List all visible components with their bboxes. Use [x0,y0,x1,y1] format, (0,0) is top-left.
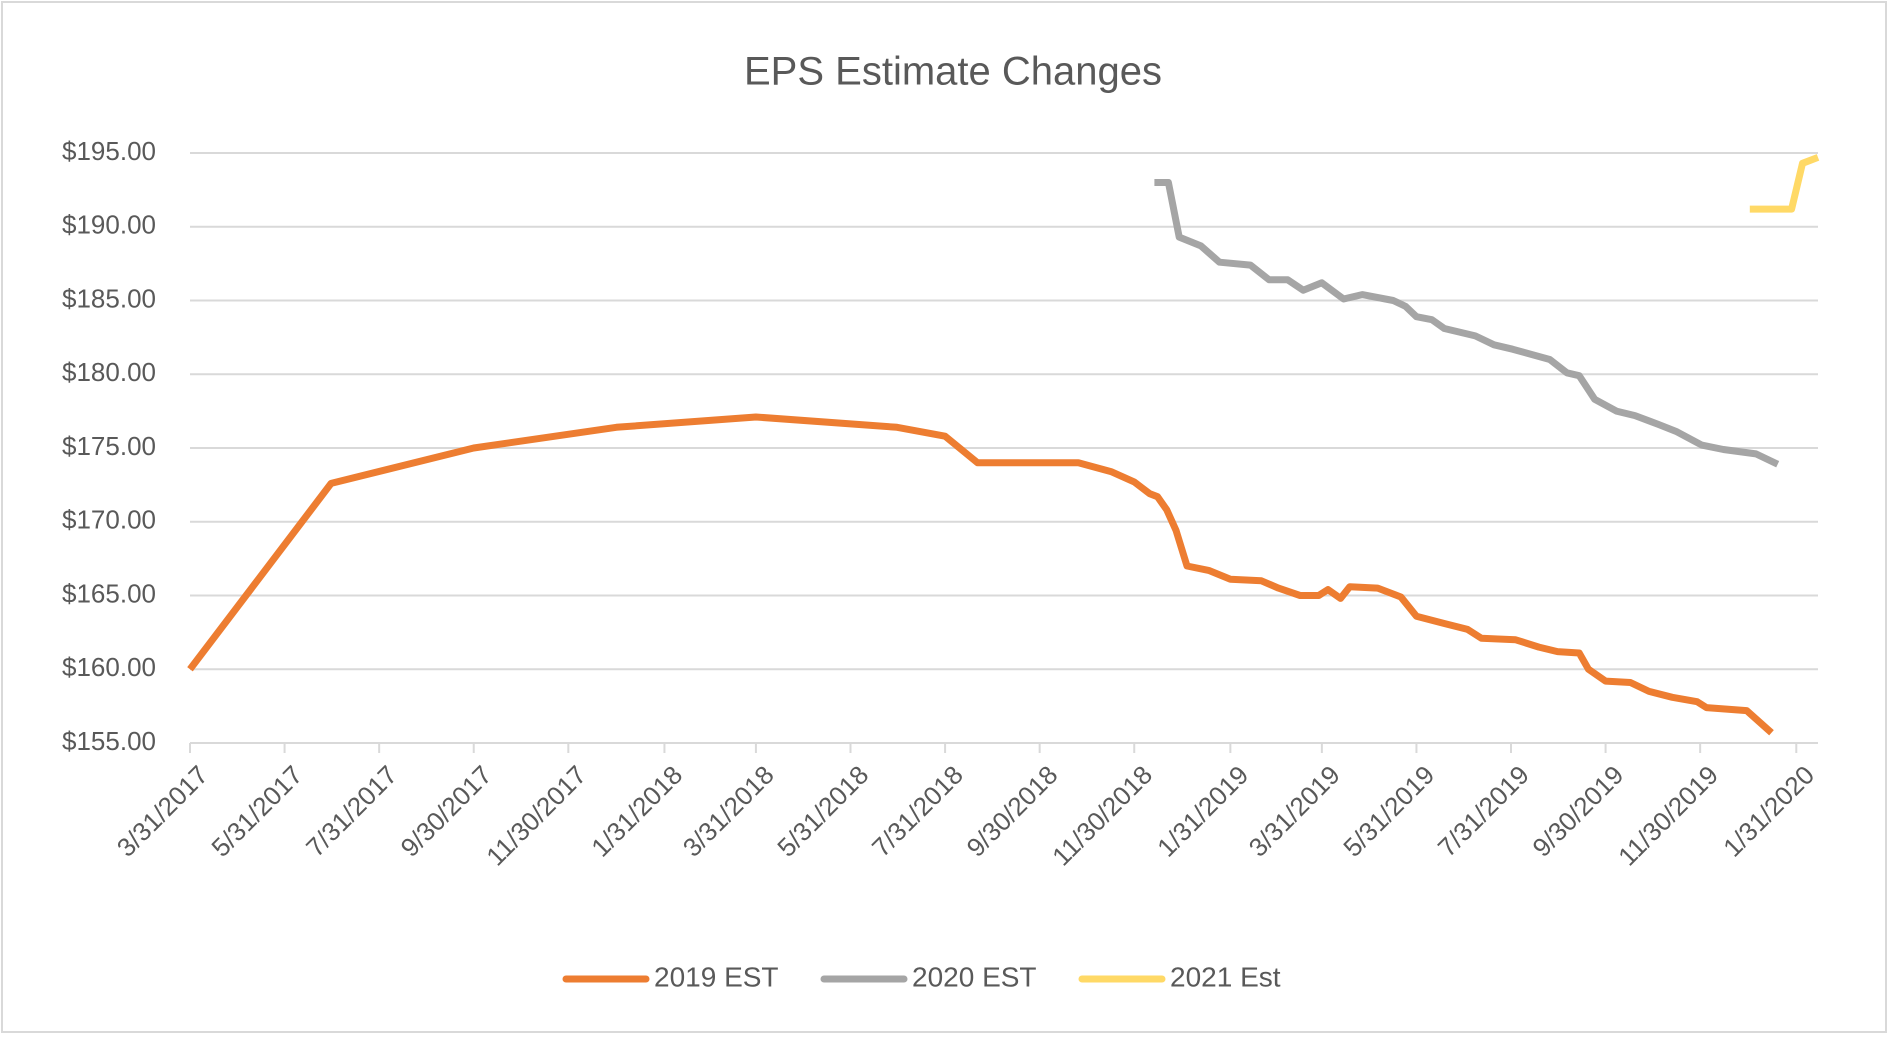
legend-label: 2019 EST [654,961,779,992]
series-line [1154,179,1780,468]
series-line [1749,154,1820,213]
y-tick-label: $160.00 [62,652,156,682]
y-tick-label: $190.00 [62,210,156,240]
y-tick-label: $170.00 [62,505,156,535]
y-tick-label: $155.00 [62,726,156,756]
legend-label: 2020 EST [912,961,1037,992]
y-tick-label: $175.00 [62,431,156,461]
y-tick-label: $185.00 [62,283,156,313]
legend-label: 2021 Est [1170,961,1281,992]
y-tick-label: $165.00 [62,578,156,608]
series-line [187,413,1774,736]
y-tick-label: $180.00 [62,357,156,387]
y-tick-label: $195.00 [62,136,156,166]
chart-title: EPS Estimate Changes [744,50,1162,94]
